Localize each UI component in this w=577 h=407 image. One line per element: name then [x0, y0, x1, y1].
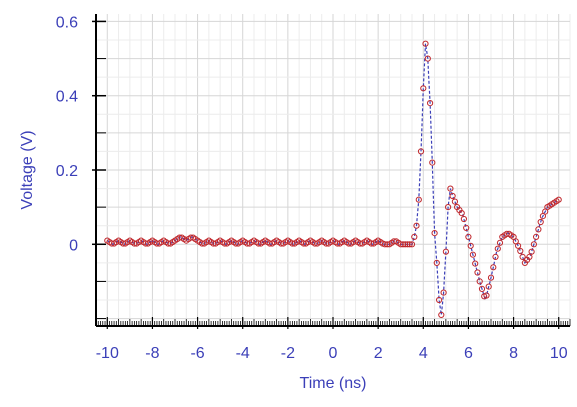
data-point — [535, 226, 542, 233]
x-tick-label: 2 — [374, 345, 383, 362]
data-point — [517, 247, 524, 255]
data-point — [494, 245, 501, 252]
data-point — [485, 283, 492, 290]
data-point — [528, 248, 535, 255]
data-point — [496, 239, 504, 246]
data-point — [487, 274, 495, 281]
data-point — [406, 241, 413, 248]
x-tick-label: 8 — [509, 345, 518, 362]
data-point — [417, 148, 425, 155]
data-point — [458, 210, 465, 217]
y-tick-label: 0.2 — [56, 163, 78, 180]
y-tick-label: 0.6 — [56, 14, 78, 31]
data-point — [436, 296, 443, 304]
data-point — [424, 55, 431, 62]
x-tick-label: -4 — [236, 345, 250, 362]
data-point — [460, 215, 467, 223]
data-point — [433, 259, 440, 266]
data-point — [492, 253, 499, 260]
y-tick-label: 0.4 — [56, 89, 78, 106]
data-point — [530, 241, 538, 248]
y-axis-ticks — [92, 20, 106, 320]
data-point — [463, 224, 470, 231]
data-point — [555, 196, 562, 203]
series-points — [104, 40, 562, 318]
data-point — [404, 241, 411, 248]
data-point — [533, 233, 540, 240]
data-point — [442, 248, 449, 255]
x-tick-label: -2 — [281, 345, 295, 362]
data-point — [490, 264, 497, 271]
data-point — [399, 241, 407, 248]
data-point — [438, 311, 445, 318]
data-point — [420, 85, 427, 92]
data-point — [476, 278, 483, 285]
y-tick-label: 0 — [69, 237, 78, 254]
data-point — [467, 242, 474, 249]
data-point — [447, 185, 454, 192]
x-tick-label: 10 — [550, 345, 568, 362]
data-point — [415, 196, 422, 203]
x-tick-label: -8 — [145, 345, 159, 362]
x-axis-title: Time (ns) — [300, 375, 367, 392]
data-point — [478, 285, 486, 292]
data-point — [402, 241, 409, 248]
data-point — [381, 241, 388, 248]
data-point — [451, 198, 458, 205]
data-point — [526, 253, 533, 260]
x-tick-labels: -10 -8 -6 -4 -2 0 2 4 6 8 10 — [96, 345, 568, 362]
data-point — [413, 222, 420, 229]
data-point — [449, 192, 456, 200]
x-tick-label: -6 — [190, 345, 204, 362]
data-point — [440, 289, 447, 296]
x-tick-label: 6 — [464, 345, 473, 362]
data-point — [431, 230, 438, 237]
x-tick-label: 0 — [329, 345, 338, 362]
data-point — [397, 241, 404, 248]
x-tick-label: -10 — [96, 345, 119, 362]
data-point — [515, 242, 522, 249]
x-tick-label: 4 — [419, 345, 428, 362]
data-point — [537, 218, 544, 226]
y-tick-labels: 0 0.2 0.4 0.6 — [56, 14, 78, 254]
data-point — [445, 204, 452, 211]
grid — [95, 14, 571, 326]
data-point — [411, 233, 418, 240]
data-point — [472, 260, 479, 267]
data-point — [408, 241, 416, 248]
data-point — [422, 40, 429, 47]
data-point — [519, 253, 526, 260]
y-axis-title: Voltage (V) — [19, 130, 36, 209]
data-point — [427, 100, 434, 107]
data-point — [465, 233, 472, 240]
data-point — [469, 251, 476, 258]
data-point — [429, 159, 436, 166]
data-point — [474, 269, 481, 276]
data-point — [483, 292, 490, 299]
